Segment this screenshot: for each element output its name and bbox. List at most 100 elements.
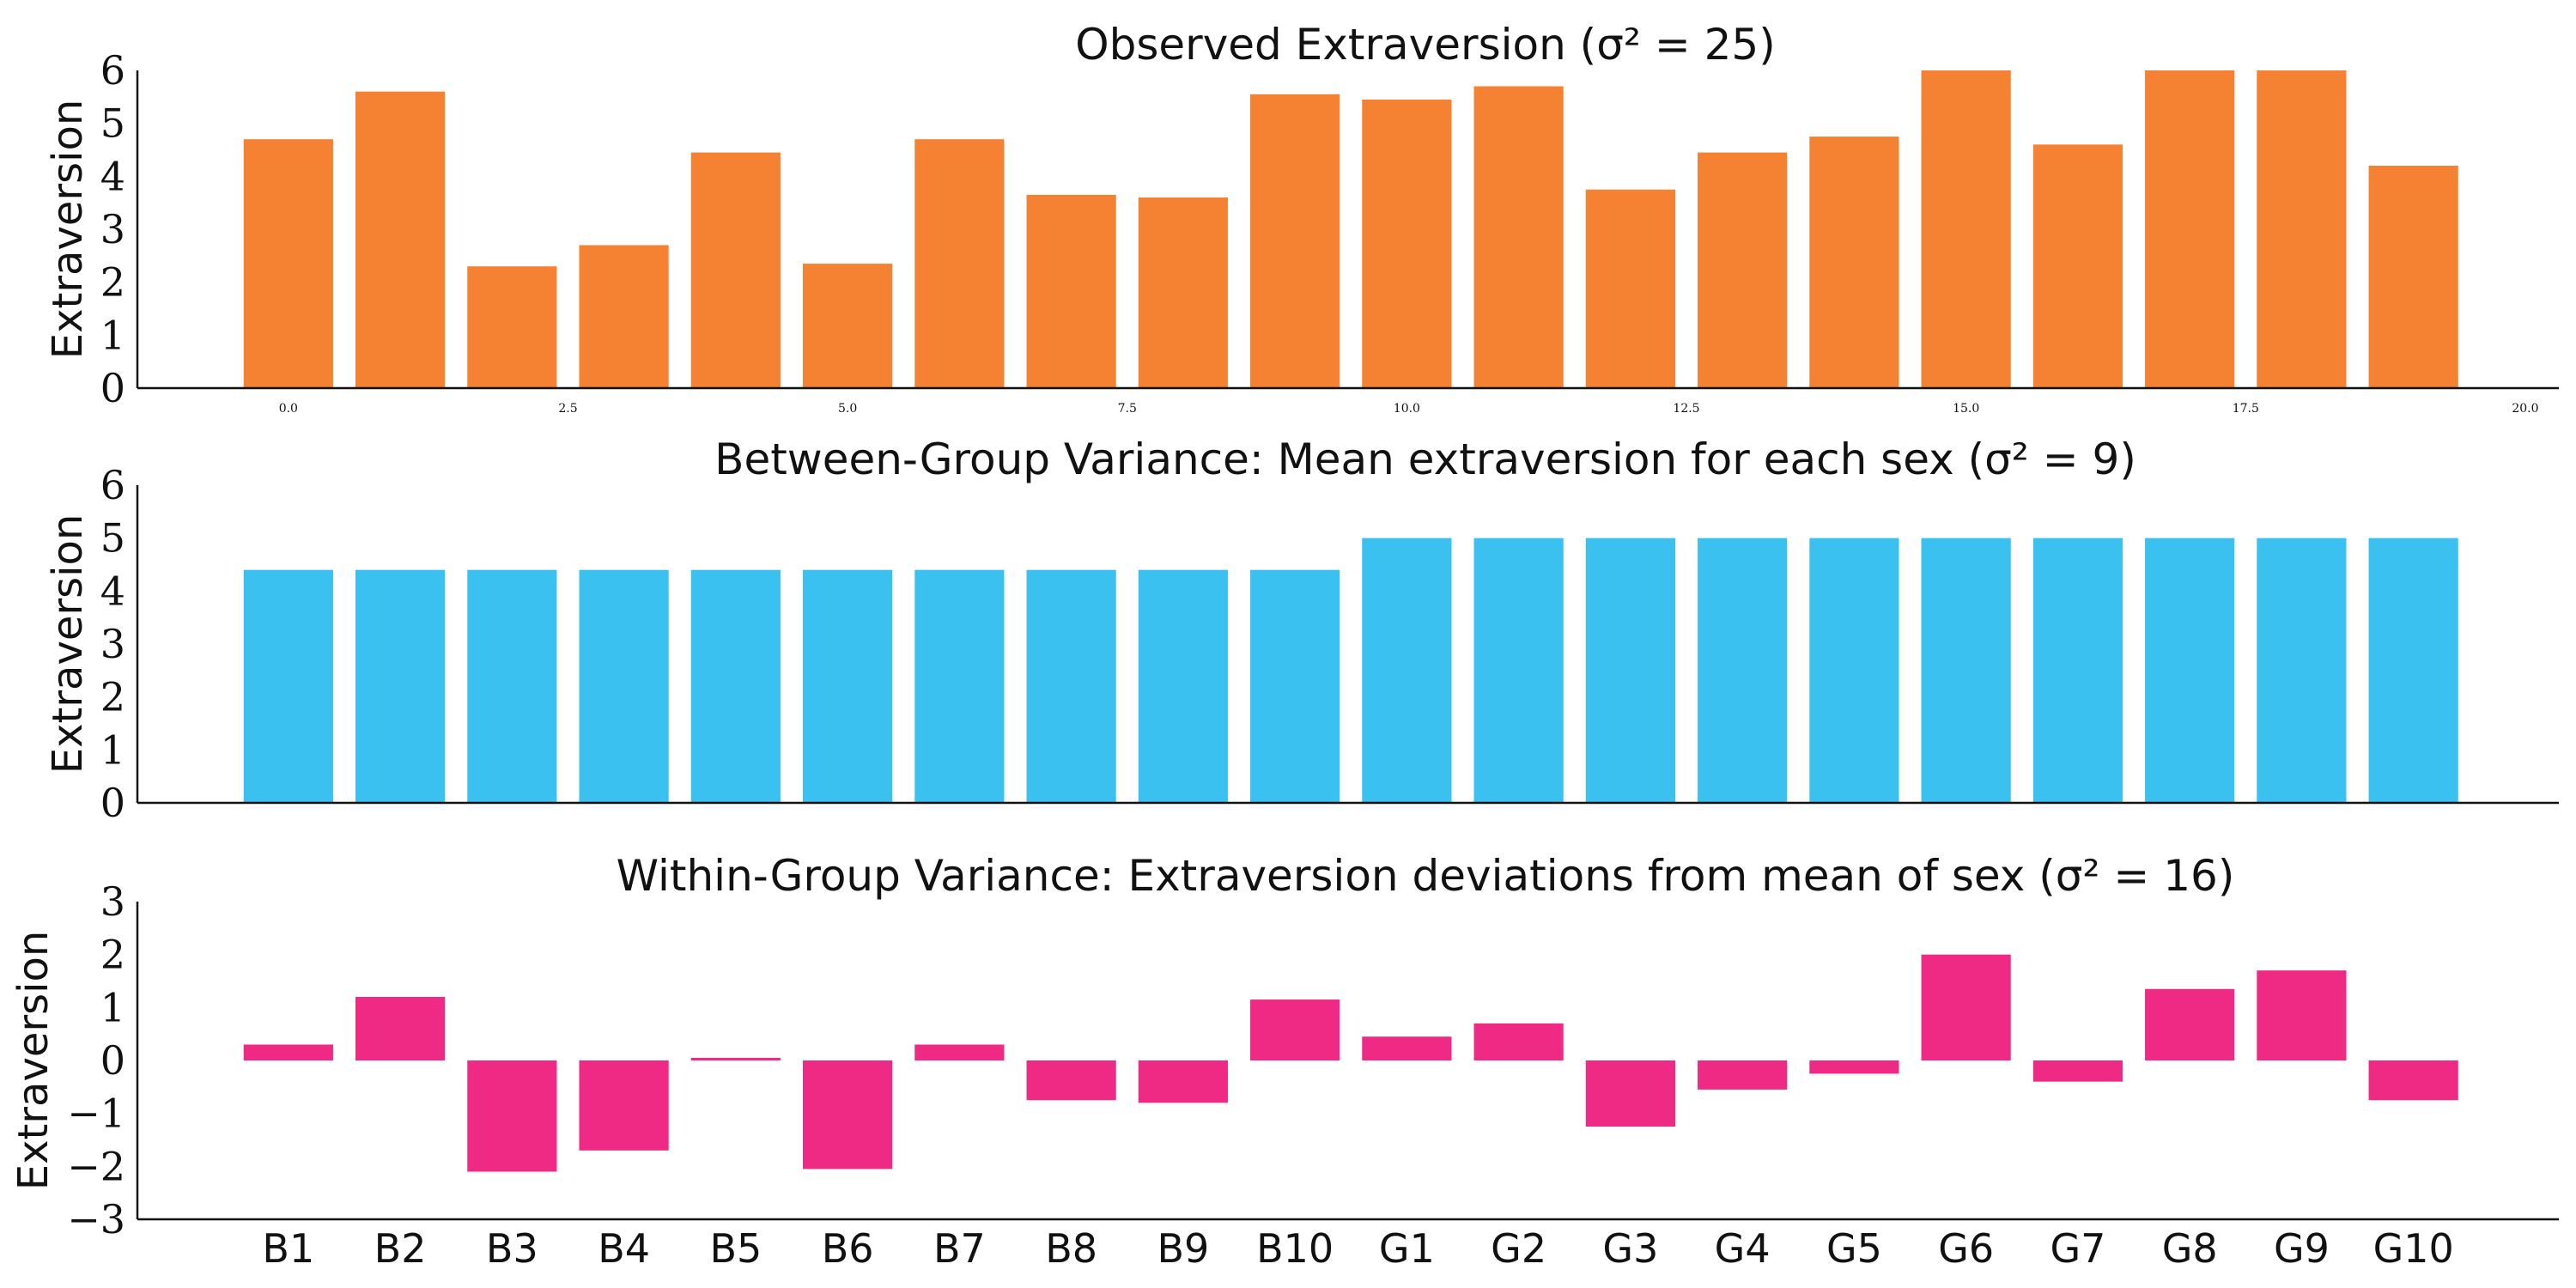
- x-tick-label: G5: [1826, 1225, 1882, 1272]
- bar: [355, 569, 446, 803]
- bar: [1585, 538, 1675, 803]
- x-tick-label: G6: [1938, 1225, 1994, 1272]
- x-tick-label: B8: [1045, 1225, 1097, 1272]
- x-tick-label: G1: [1379, 1225, 1435, 1272]
- y-tick-label: 0: [100, 1037, 125, 1084]
- y-tick-label: 1: [100, 984, 125, 1030]
- x-tick-label: B1: [262, 1225, 314, 1272]
- x-tick-label: G9: [2274, 1225, 2330, 1272]
- bar: [1921, 538, 2011, 803]
- x-tick-label: B9: [1157, 1225, 1209, 1272]
- bar: [1698, 1060, 1788, 1090]
- x-tick-label: G8: [2162, 1225, 2218, 1272]
- bar: [1585, 189, 1675, 388]
- y-tick-label: 4: [100, 568, 125, 614]
- bar: [2145, 538, 2235, 803]
- bar: [1921, 954, 2011, 1060]
- y-tick-label: 3: [100, 621, 125, 667]
- bar: [1698, 538, 1788, 803]
- bar: [690, 569, 781, 803]
- bar: [2032, 144, 2123, 388]
- y-tick-label: −3: [67, 1196, 125, 1242]
- bar: [1138, 569, 1228, 803]
- y-tick-label: 2: [100, 259, 125, 306]
- bar: [1473, 538, 1564, 803]
- bar: [2368, 166, 2458, 388]
- bar: [579, 245, 669, 388]
- y-tick-label: 3: [100, 206, 125, 252]
- x-tick-label: 17.5: [2233, 402, 2259, 416]
- bar: [355, 997, 446, 1060]
- y-tick-label: 6: [100, 462, 125, 508]
- bar: [1698, 152, 1788, 388]
- bar: [2257, 70, 2347, 388]
- x-tick-label: 12.5: [1673, 402, 1699, 416]
- bar: [1138, 197, 1228, 388]
- bar: [914, 569, 1005, 803]
- bar: [914, 1044, 1005, 1060]
- bar: [243, 569, 333, 803]
- y-tick-label: −2: [67, 1143, 125, 1189]
- chart-title: Observed Extraversion (σ² = 25): [1075, 20, 1776, 70]
- y-tick-label: 6: [100, 47, 125, 94]
- bar: [803, 569, 893, 803]
- bar: [579, 1060, 669, 1151]
- x-tick-label: 20.0: [2512, 402, 2538, 416]
- bar: [1250, 999, 1340, 1060]
- y-tick-label: 5: [100, 515, 125, 562]
- bar: [1250, 94, 1340, 388]
- x-tick-label: 10.0: [1394, 402, 1420, 416]
- bar: [2032, 1060, 2123, 1082]
- y-tick-label: 0: [100, 365, 125, 411]
- chart-panel-1: Observed Extraversion (σ² = 25) Extravers…: [44, 20, 2559, 416]
- bar: [355, 91, 446, 389]
- bar: [690, 1057, 781, 1060]
- chart-panel-2: Between-Group Variance: Mean extraversio…: [44, 434, 2559, 826]
- bar: [467, 1060, 557, 1172]
- x-tick-label: G4: [1715, 1225, 1771, 1272]
- bar: [1473, 86, 1564, 388]
- x-tick-label: G10: [2373, 1225, 2454, 1272]
- bar: [579, 569, 669, 803]
- x-tick-label: G7: [2050, 1225, 2105, 1272]
- chart-title: Between-Group Variance: Mean extraversio…: [714, 434, 2136, 484]
- bar: [2145, 70, 2235, 388]
- bar: [1250, 569, 1340, 803]
- bar: [1026, 1060, 1116, 1101]
- x-tick-label: G2: [1491, 1225, 1546, 1272]
- bar: [243, 139, 333, 389]
- bar: [2032, 538, 2123, 803]
- x-tick-label: 0.0: [279, 402, 298, 416]
- y-tick-label: 0: [100, 780, 125, 826]
- y-tick-label: 1: [100, 726, 125, 773]
- bar: [1921, 70, 2011, 388]
- x-tick-label: G3: [1602, 1225, 1658, 1272]
- x-tick-label: B2: [374, 1225, 427, 1272]
- y-tick-label: 2: [100, 932, 125, 978]
- bar: [914, 139, 1005, 389]
- bar: [1026, 194, 1116, 388]
- panels: Observed Extraversion (σ² = 25) Extravers…: [9, 20, 2559, 1272]
- x-tick-label: 5.0: [838, 402, 857, 416]
- bar: [1809, 137, 1899, 388]
- y-tick-label: 3: [100, 878, 125, 925]
- y-tick-label: −1: [67, 1091, 125, 1137]
- y-tick-label: 4: [100, 153, 125, 199]
- bar: [690, 152, 781, 388]
- y-axis-label: Extraversion: [44, 514, 92, 775]
- chart-title: Within-Group Variance: Extraversion devi…: [617, 851, 2235, 901]
- x-tick-label: B5: [709, 1225, 762, 1272]
- bar: [2368, 538, 2458, 803]
- bar: [1026, 569, 1116, 803]
- x-tick-label: B10: [1256, 1225, 1334, 1272]
- bar: [1473, 1023, 1564, 1060]
- bar: [1362, 1036, 1452, 1060]
- bar: [803, 1060, 893, 1170]
- y-tick-label: 1: [100, 312, 125, 358]
- y-axis-label: Extraversion: [9, 931, 58, 1191]
- bar: [243, 1044, 333, 1060]
- bar: [1809, 538, 1899, 803]
- bar: [2145, 988, 2235, 1060]
- chart-panel-3: Within-Group Variance: Extraversion devi…: [9, 851, 2559, 1272]
- bar: [1809, 1060, 1899, 1074]
